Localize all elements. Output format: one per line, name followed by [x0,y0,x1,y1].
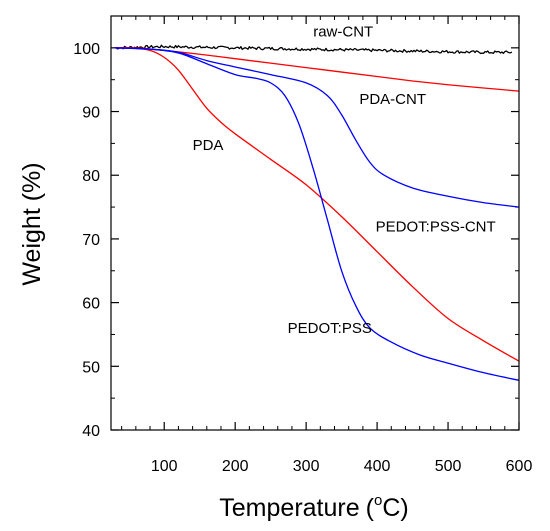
series-label-pda-cnt: PDA-CNT [359,91,426,108]
x-axis-title: Temperature (oC) [219,492,408,522]
y-tick-label: 60 [82,296,100,313]
y-tick-labels: 40 50 60 70 80 90 100 [73,41,100,440]
series-line-pedot-pss [114,47,520,381]
y-tick-label: 50 [82,359,100,376]
series-lines [114,44,520,381]
x-tick-label: 600 [506,458,533,475]
x-tick-label: 100 [151,458,178,475]
minor-ticks [111,15,519,430]
y-tick-label: 80 [82,168,100,185]
y-tick-label: 100 [73,41,100,58]
x-tick-label: 200 [222,458,249,475]
x-tick-label: 500 [435,458,462,475]
series-label-raw-cnt: raw-CNT [313,23,373,40]
x-tick-label: 300 [293,458,320,475]
y-tick-label: 70 [82,232,100,249]
series-label-pedot-pss-cnt: PEDOT:PSS-CNT [376,218,496,235]
y-tick-label: 90 [82,105,100,122]
series-line-pedot-pss-cnt [114,47,520,208]
series-line-pda [114,47,520,362]
series-label-pda: PDA [193,137,224,154]
series-label-pedot-pss: PEDOT:PSS [288,320,372,337]
series-labels: raw-CNT PDA-CNT PDA PEDOT:PSS-CNT PEDOT:PSS [193,23,496,337]
x-tick-labels: 100 200 300 400 500 600 [151,458,533,475]
y-axis-title: Weight (%) [18,162,46,285]
y-tick-label: 40 [82,423,100,440]
x-tick-label: 400 [364,458,391,475]
plot-frame [110,15,520,431]
series-line-raw-cnt [114,44,513,55]
series-line-pda-cnt [114,47,520,92]
